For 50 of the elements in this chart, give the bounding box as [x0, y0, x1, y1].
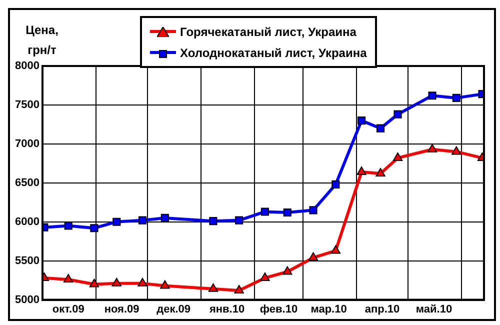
point — [209, 217, 218, 226]
y-tick-label: 7000 — [14, 138, 40, 150]
point — [235, 216, 244, 224]
point — [112, 278, 122, 286]
point — [376, 124, 385, 132]
point — [89, 278, 100, 288]
point — [138, 278, 148, 286]
x-tick-label: май.10 — [416, 303, 452, 316]
x-tick-label: фев.10 — [260, 303, 298, 316]
y-tick-label: 5500 — [14, 254, 40, 267]
point — [308, 252, 318, 261]
y-tick-label: 6000 — [14, 216, 40, 228]
point — [160, 280, 170, 289]
legend-label: Холоднокатаный лист, Украина — [180, 46, 367, 60]
x-tick-label: ноя.09 — [104, 303, 140, 316]
point — [282, 266, 292, 275]
point — [309, 206, 318, 214]
point — [138, 216, 147, 224]
point — [208, 283, 218, 292]
point — [160, 214, 169, 222]
point — [260, 272, 270, 281]
point — [260, 208, 269, 216]
y-tick-label: 8000 — [14, 60, 40, 72]
x-tick-label: окт.09 — [52, 303, 84, 316]
point — [428, 92, 436, 100]
x-tick-label: дек.09 — [156, 303, 191, 316]
y-axis-title: Цена, грн/т — [24, 22, 60, 59]
legend-label: Горячекатаный лист, Украина — [180, 24, 356, 38]
x-tick-label: апр.10 — [364, 303, 400, 316]
point — [332, 180, 340, 188]
point — [358, 116, 366, 125]
point — [392, 152, 403, 161]
point — [330, 245, 341, 254]
y-tick-label: 6500 — [14, 176, 40, 189]
point — [427, 144, 438, 152]
point — [452, 94, 460, 102]
x-tick-label: янв.10 — [209, 303, 245, 316]
y-tick-label: 5000 — [14, 294, 40, 306]
y-tick-label: 7500 — [14, 99, 40, 111]
point — [283, 208, 292, 217]
point — [376, 168, 386, 177]
point — [90, 224, 98, 232]
point — [356, 166, 366, 175]
point — [394, 110, 402, 118]
point — [64, 274, 74, 283]
x-tick-label: мар.10 — [310, 303, 347, 316]
point — [112, 218, 121, 226]
point — [234, 284, 244, 294]
point — [452, 146, 462, 155]
point — [64, 222, 72, 230]
